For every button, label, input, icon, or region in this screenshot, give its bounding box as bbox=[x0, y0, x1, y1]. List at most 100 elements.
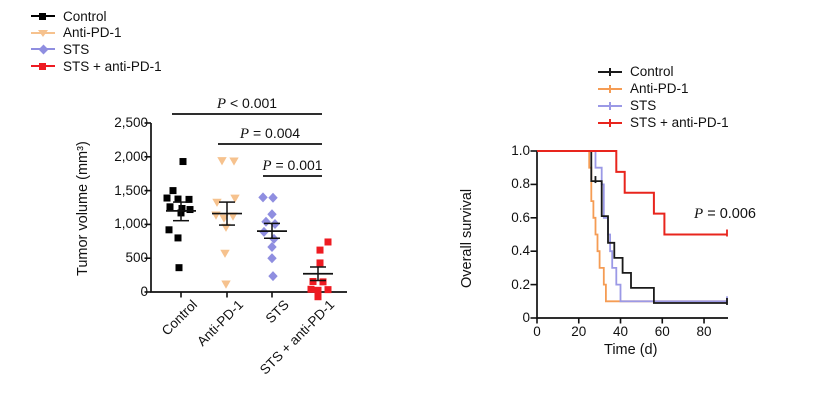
legend-label: Control bbox=[630, 64, 674, 79]
survival-curve-Control bbox=[537, 150, 727, 304]
marker-square-STS + anti-PD-1 bbox=[324, 286, 332, 294]
marker-diamond-STS bbox=[268, 192, 278, 203]
legend-item-STS: STS bbox=[597, 97, 729, 114]
p-value-annotation: P = 0.006 bbox=[694, 206, 756, 223]
marker-square-STS + anti-PD-1 bbox=[307, 285, 315, 293]
legend-label: Anti-PD-1 bbox=[630, 81, 689, 96]
legend-marker-diamond bbox=[30, 42, 56, 56]
triangle-down-icon bbox=[37, 29, 48, 37]
legend-marker-line-tick bbox=[597, 82, 623, 96]
censor-tick-icon bbox=[609, 67, 611, 76]
p-value-text: = 0.001 bbox=[271, 157, 323, 173]
legend-item-Control: Control bbox=[30, 8, 162, 25]
legend-label: STS bbox=[630, 98, 657, 113]
marker-square-STS + anti-PD-1 bbox=[316, 259, 324, 267]
marker-triangle-Anti-PD-1 bbox=[212, 198, 222, 207]
marker-triangle-Anti-PD-1 bbox=[228, 212, 238, 221]
significance-label: P = 0.001 bbox=[262, 157, 322, 175]
p-symbol: P bbox=[262, 158, 272, 174]
legend-marker-triangle-down bbox=[30, 26, 56, 40]
marker-diamond-STS bbox=[268, 271, 278, 282]
left-legend: Control Anti-PD-1 STS STS + anti-PD-1 bbox=[30, 8, 162, 74]
legend-item-STS + anti-PD-1: STS + anti-PD-1 bbox=[30, 58, 162, 75]
square-icon bbox=[39, 12, 46, 20]
legend-marker-line-tick bbox=[597, 99, 623, 113]
p-symbol: P bbox=[694, 206, 704, 222]
right-y-tick-label: 0.8 bbox=[511, 176, 530, 192]
right-x-tick-label: 60 bbox=[654, 324, 670, 339]
right-y-tick-label: 0.6 bbox=[511, 209, 530, 225]
left-y-tick-label: 0 bbox=[140, 284, 148, 299]
marker-square-Control bbox=[178, 205, 186, 213]
legend-label: STS + anti-PD-1 bbox=[630, 115, 729, 130]
survival-curve-Anti-PD-1 bbox=[537, 150, 727, 303]
diamond-icon bbox=[38, 44, 48, 55]
marker-square-STS + anti-PD-1 bbox=[314, 293, 322, 301]
marker-triangle-Anti-PD-1 bbox=[220, 249, 230, 258]
marker-diamond-STS bbox=[267, 253, 277, 264]
right-y-tick-label: 0.2 bbox=[511, 276, 530, 292]
marker-square-Control bbox=[169, 187, 177, 195]
legend-item-STS: STS bbox=[30, 41, 162, 58]
legend-label: STS + anti-PD-1 bbox=[63, 58, 162, 74]
marker-triangle-Anti-PD-1 bbox=[221, 280, 231, 289]
marker-square-Control bbox=[175, 264, 183, 272]
marker-triangle-Anti-PD-1 bbox=[229, 157, 239, 166]
p-symbol: P bbox=[216, 96, 227, 112]
marker-square-Control bbox=[163, 194, 171, 202]
censor-tick-icon bbox=[609, 101, 611, 110]
left-y-tick-label: 2,000 bbox=[114, 148, 148, 164]
marker-diamond-STS bbox=[261, 216, 271, 227]
legend-marker-square bbox=[30, 59, 56, 73]
left-y-tick-label: 1,500 bbox=[114, 182, 148, 198]
significance-label: P = 0.004 bbox=[240, 125, 300, 143]
legend-item-Control: Control bbox=[597, 63, 729, 80]
marker-triangle-Anti-PD-1 bbox=[217, 157, 227, 166]
marker-square-Control bbox=[186, 206, 194, 214]
marker-diamond-STS bbox=[267, 209, 277, 220]
right-y-tick-label: 0 bbox=[522, 310, 530, 325]
red-square-icon bbox=[39, 62, 46, 70]
p-value-text: = 0.006 bbox=[703, 206, 756, 222]
right-legend: Control Anti-PD-1 STS STS + anti-PD-1 bbox=[597, 63, 729, 131]
marker-square-STS + anti-PD-1 bbox=[324, 238, 332, 246]
right-x-axis-label: Time (d) bbox=[604, 342, 658, 358]
marker-square-Control bbox=[166, 203, 174, 211]
censor-tick-icon bbox=[609, 84, 611, 93]
legend-marker-line-tick bbox=[597, 116, 623, 130]
legend-item-STS + anti-PD-1: STS + anti-PD-1 bbox=[597, 114, 729, 131]
p-value-text: < 0.001 bbox=[226, 95, 278, 111]
censor-tick-icon bbox=[609, 118, 611, 127]
marker-square-STS + anti-PD-1 bbox=[319, 278, 327, 286]
survival-curve-STS + anti-PD-1 bbox=[537, 150, 727, 236]
legend-item-Anti-PD-1: Anti-PD-1 bbox=[597, 80, 729, 97]
p-value-text: = 0.004 bbox=[249, 125, 301, 141]
marker-diamond-STS bbox=[267, 242, 277, 253]
right-x-tick-label: 0 bbox=[533, 324, 541, 339]
marker-triangle-Anti-PD-1 bbox=[230, 194, 240, 203]
marker-diamond-STS bbox=[258, 192, 268, 203]
legend-marker-line-tick bbox=[597, 65, 623, 79]
left-y-tick-label: 500 bbox=[125, 250, 148, 266]
legend-label: STS bbox=[63, 41, 90, 57]
significance-label: P < 0.001 bbox=[217, 95, 277, 113]
marker-square-STS + anti-PD-1 bbox=[309, 278, 317, 286]
left-y-tick-label: 2,500 bbox=[114, 115, 148, 130]
legend-marker-square bbox=[30, 9, 56, 23]
right-x-tick-label: 20 bbox=[571, 324, 587, 339]
right-y-tick-label: 0.4 bbox=[511, 243, 530, 259]
right-y-axis-label: Overall survival bbox=[459, 188, 475, 288]
p-symbol: P bbox=[239, 126, 250, 142]
left-y-tick-label: 1,000 bbox=[114, 216, 148, 232]
left-y-axis-label: Tumor volume (mm³) bbox=[75, 141, 91, 276]
legend-item-Anti-PD-1: Anti-PD-1 bbox=[30, 25, 162, 42]
marker-square-Control bbox=[174, 234, 182, 242]
survival-curve-STS bbox=[537, 150, 727, 303]
marker-square-STS + anti-PD-1 bbox=[314, 286, 322, 294]
marker-square-Control bbox=[185, 195, 193, 203]
legend-label: Control bbox=[63, 8, 107, 24]
marker-square-Control bbox=[174, 195, 182, 203]
right-x-tick-label: 80 bbox=[696, 324, 712, 339]
